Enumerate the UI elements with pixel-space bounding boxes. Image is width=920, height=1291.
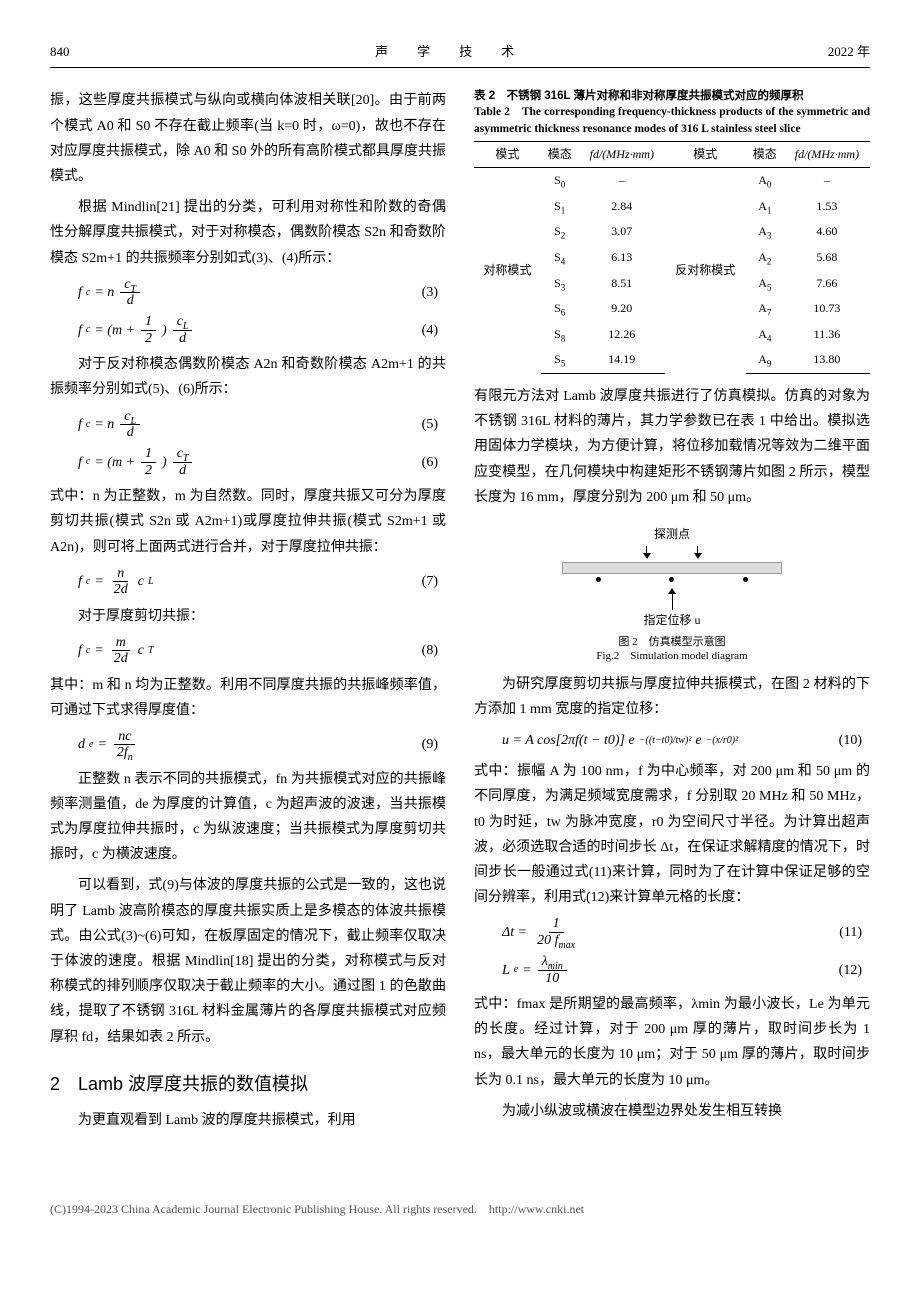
table2-caption: 表 2 不锈钢 316L 薄片对称和非对称厚度共振模式对应的频厚积 Table … — [474, 88, 870, 136]
left-p7: 正整数 n 表示不同的共振模式，fn 为共振模式对应的共振峰频率测量值，de 为… — [50, 767, 446, 868]
th-modal-2: 模态 — [746, 141, 784, 168]
th-mode-1: 模式 — [474, 141, 541, 168]
equation-11: Δt = 120 fmax (11) — [502, 916, 870, 948]
sym-mode-0: S0 — [541, 168, 579, 194]
left-p5: 对于厚度剪切共振： — [50, 604, 446, 629]
asym-fd-4: 7.66 — [784, 271, 870, 297]
sym-mode-7: S5 — [541, 347, 579, 373]
left-column: 振，这些厚度共振模式与纵向或横向体波相关联[20]。由于前两个模式 A0 和 S… — [50, 88, 446, 1139]
asym-fd-2: 4.60 — [784, 219, 870, 245]
th-mode-2: 模式 — [665, 141, 746, 168]
sym-fd-6: 12.26 — [579, 322, 665, 348]
asym-mode-1: A1 — [746, 194, 784, 220]
asym-mode-5: A7 — [746, 296, 784, 322]
right-p3: 式中：振幅 A 为 100 nm，f 为中心频率，对 200 μm 和 50 μ… — [474, 759, 870, 910]
fig2-bar — [562, 562, 782, 574]
table2-asym-label: 反对称模式 — [665, 168, 746, 374]
equation-9: de = nc2fn (9) — [78, 729, 446, 761]
asym-fd-6: 11.36 — [784, 322, 870, 348]
equation-8: fc = m2d cT (8) — [78, 635, 446, 667]
fig2-probe-label: 探测点 — [562, 524, 782, 546]
right-p2: 为研究厚度剪切共振与厚度拉伸共振模式，在图 2 材料的下方添加 1 mm 宽度的… — [474, 672, 870, 722]
asym-fd-3: 5.68 — [784, 245, 870, 271]
right-p4: 式中：fmax 是所期望的最高频率，λmin 为最小波长，Le 为单元的长度。经… — [474, 992, 870, 1093]
equation-7: fc = n2d cL (7) — [78, 566, 446, 598]
sym-fd-2: 3.07 — [579, 219, 665, 245]
year: 2022 年 — [828, 40, 870, 63]
left-p9: 为更直观看到 Lamb 波的厚度共振模式，利用 — [50, 1108, 446, 1133]
th-fd-1: fd/(MHz·mm) — [590, 147, 654, 161]
equation-5: fc = n cLd (5) — [78, 409, 446, 441]
asym-fd-0: – — [784, 168, 870, 194]
left-p8: 可以看到，式(9)与体波的厚度共振的公式是一致的，这也说明了 Lamb 波高阶模… — [50, 873, 446, 1049]
sym-mode-5: S6 — [541, 296, 579, 322]
asym-fd-1: 1.53 — [784, 194, 870, 220]
right-column: 表 2 不锈钢 316L 薄片对称和非对称厚度共振模式对应的频厚积 Table … — [474, 88, 870, 1139]
left-p4: 式中：n 为正整数，m 为自然数。同时，厚度共振又可分为厚度剪切共振(模式 S2… — [50, 484, 446, 560]
section-2-heading: 2 Lamb 波厚度共振的数值模拟 — [50, 1068, 446, 1100]
left-p6: 其中：m 和 n 均为正整数。利用不同厚度共振的共振峰频率值，可通过下式求得厚度… — [50, 673, 446, 723]
footer: (C)1994-2023 China Academic Journal Elec… — [50, 1199, 870, 1221]
asym-mode-0: A0 — [746, 168, 784, 194]
table2-sym-label: 对称模式 — [474, 168, 541, 374]
asym-fd-5: 10.73 — [784, 296, 870, 322]
left-p2: 根据 Mindlin[21] 提出的分类，可利用对称性和阶数的奇偶性分解厚度共振… — [50, 195, 446, 271]
asym-fd-7: 13.80 — [784, 347, 870, 373]
sym-mode-1: S1 — [541, 194, 579, 220]
page-header: 840 声 学 技 术 2022 年 — [50, 40, 870, 68]
equation-6: fc = (m + 12) cTd (6) — [78, 446, 446, 478]
right-p5: 为减小纵波或横波在模型边界处发生相互转换 — [474, 1099, 870, 1124]
sym-fd-5: 9.20 — [579, 296, 665, 322]
sym-fd-1: 2.84 — [579, 194, 665, 220]
sym-mode-3: S4 — [541, 245, 579, 271]
sym-mode-2: S2 — [541, 219, 579, 245]
equation-3: fc = n cTd (3) — [78, 277, 446, 309]
asym-mode-6: A4 — [746, 322, 784, 348]
asym-mode-7: A9 — [746, 347, 784, 373]
sym-fd-3: 6.13 — [579, 245, 665, 271]
sym-fd-4: 8.51 — [579, 271, 665, 297]
equation-12: Le = λmin10 (12) — [502, 954, 870, 986]
table-2: 模式 模态 fd/(MHz·mm) 模式 模态 fd/(MHz·mm) 对称模式… — [474, 141, 870, 374]
fig2-disp-label: 指定位移 u — [562, 610, 782, 632]
table2-caption-cn: 表 2 不锈钢 316L 薄片对称和非对称厚度共振模式对应的频厚积 — [474, 90, 803, 102]
sym-mode-4: S3 — [541, 271, 579, 297]
asym-mode-3: A2 — [746, 245, 784, 271]
table2-caption-en: Table 2 The corresponding frequency-thic… — [474, 106, 870, 134]
left-p3: 对于反对称模态偶数阶模态 A2n 和奇数阶模态 A2m+1 的共振频率分别如式(… — [50, 352, 446, 402]
left-p1: 振，这些厚度共振模式与纵向或横向体波相关联[20]。由于前两个模式 A0 和 S… — [50, 88, 446, 189]
sym-mode-6: S8 — [541, 322, 579, 348]
equation-10: u = A cos[2πf(t − t0)] e−((t−t0)/tw)² e−… — [502, 728, 870, 753]
journal-title: 声 学 技 术 — [375, 40, 522, 63]
two-column-body: 振，这些厚度共振模式与纵向或横向体波相关联[20]。由于前两个模式 A0 和 S… — [50, 88, 870, 1139]
page-number: 840 — [50, 40, 70, 63]
fig2-caption: 图 2 仿真模型示意图 Fig.2 Simulation model diagr… — [474, 635, 870, 664]
equation-4: fc = (m + 12) cLd (4) — [78, 314, 446, 346]
figure-2: 探测点 指定位移 u 图 2 仿真模型示意图 — [474, 524, 870, 664]
asym-mode-2: A3 — [746, 219, 784, 245]
th-fd-2: fd/(MHz·mm) — [795, 147, 859, 161]
sym-fd-0: – — [579, 168, 665, 194]
asym-mode-4: A5 — [746, 271, 784, 297]
th-modal-1: 模态 — [541, 141, 579, 168]
sym-fd-7: 14.19 — [579, 347, 665, 373]
right-p1: 有限元方法对 Lamb 波厚度共振进行了仿真模拟。仿真的对象为不锈钢 316L … — [474, 384, 870, 510]
